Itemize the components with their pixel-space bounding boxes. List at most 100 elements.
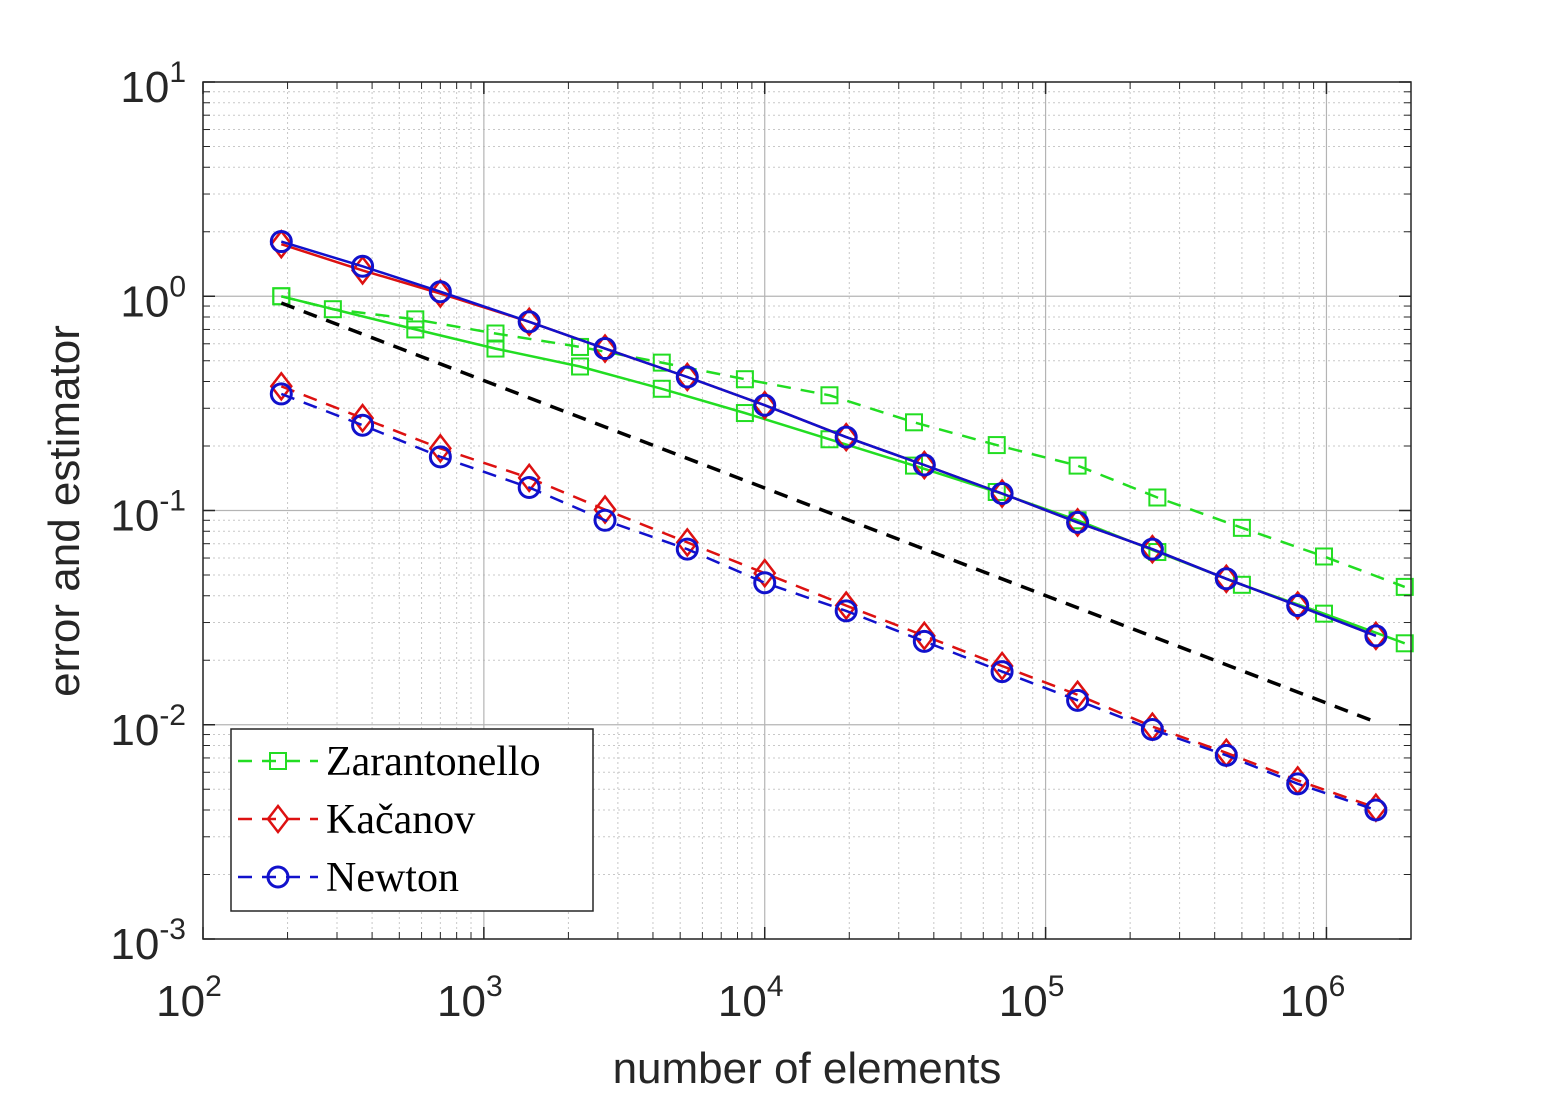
data-point-marker (1214, 567, 1238, 591)
legend-label: Kačanov (326, 797, 475, 843)
data-point-marker (269, 230, 293, 254)
legend-label: Newton (326, 855, 459, 901)
data-point-marker (675, 365, 699, 389)
data-point-marker (1286, 594, 1310, 618)
series-line (280, 392, 1377, 812)
data-point-marker (912, 620, 936, 651)
data-point-marker (1364, 624, 1388, 648)
series-5 (269, 382, 1388, 822)
series-6 (280, 301, 1377, 724)
data-point-marker (517, 476, 541, 500)
series-line (280, 385, 1377, 809)
data-point-marker (1286, 590, 1310, 621)
data-point-marker (593, 333, 617, 364)
data-point-marker (351, 413, 375, 437)
data-point-marker (1140, 537, 1164, 561)
data-point-marker (990, 650, 1014, 682)
data-point-marker (834, 425, 858, 449)
data-point-marker (428, 433, 452, 464)
data-point-marker (1364, 798, 1388, 822)
data-point-marker (1148, 488, 1167, 507)
legend-item: Zarantonello (238, 739, 541, 785)
data-point-marker (990, 478, 1014, 509)
data-point-marker (735, 404, 754, 423)
x-tick-label: 104 (718, 970, 784, 1026)
data-point-marker (517, 306, 541, 337)
data-point-marker (1066, 688, 1090, 712)
data-point-marker (406, 320, 425, 339)
data-point-marker (593, 508, 617, 532)
data-point-marker (987, 436, 1006, 455)
y-tick-label: 100 (120, 270, 186, 326)
series-1 (272, 287, 1414, 596)
data-point-marker (1066, 510, 1090, 534)
data-point-marker (1066, 507, 1090, 538)
data-point-marker (735, 370, 754, 389)
series-line (280, 295, 1406, 589)
data-point-marker (912, 453, 936, 477)
data-point-marker (753, 571, 777, 595)
data-point-marker (517, 462, 541, 493)
legend-item: Kačanov (238, 797, 475, 843)
data-point-marker (1232, 518, 1251, 537)
data-point-marker (571, 357, 590, 376)
legend: Zarantonello Kačanov Newton (230, 728, 594, 912)
data-point-marker (351, 403, 375, 434)
data-point-marker (1286, 772, 1310, 796)
data-point-marker (753, 390, 777, 421)
y-tick-label: 10-2 (110, 699, 186, 755)
data-point-marker (593, 337, 617, 361)
data-point-marker (428, 280, 452, 304)
data-point-marker (517, 310, 541, 334)
data-point-marker (652, 353, 671, 372)
data-point-marker (753, 393, 777, 417)
data-point-marker (675, 527, 699, 558)
series-3 (269, 230, 1388, 648)
legend-label: Zarantonello (326, 739, 541, 785)
data-point-marker (1395, 634, 1414, 653)
series-layer (269, 229, 1414, 823)
data-point-marker (834, 599, 858, 623)
data-point-marker (1214, 743, 1238, 767)
data-point-marker (1140, 534, 1164, 565)
series-line (280, 301, 1377, 724)
data-point-marker (323, 300, 342, 319)
data-point-marker (593, 494, 617, 525)
x-tick-label: 105 (999, 970, 1065, 1026)
data-point-marker (912, 629, 936, 653)
y-tick-label: 10-1 (110, 485, 186, 541)
legend-item: Newton (238, 855, 459, 901)
x-tick-label: 106 (1280, 970, 1346, 1026)
data-point-marker (1140, 718, 1164, 742)
data-point-marker (351, 255, 375, 286)
data-point-marker (820, 386, 839, 405)
data-point-marker (269, 371, 293, 402)
legend-marker (266, 803, 290, 835)
axis-ticks (202, 81, 1411, 940)
y-tick-label: 101 (120, 56, 186, 112)
y-axis-label: error and estimator (40, 325, 89, 697)
data-point-marker (912, 449, 936, 481)
x-axis-label: number of elements (613, 1044, 1002, 1093)
data-point-marker (904, 413, 923, 432)
data-point-marker (834, 590, 858, 621)
data-point-marker (675, 361, 699, 393)
data-point-marker (990, 482, 1014, 506)
data-point-marker (990, 660, 1014, 684)
data-point-marker (406, 310, 425, 329)
x-tick-label: 102 (156, 970, 222, 1026)
data-point-marker (269, 382, 293, 406)
x-tick-label: 103 (437, 970, 503, 1026)
data-point-marker (351, 254, 375, 278)
data-point-marker (753, 558, 777, 589)
data-point-marker (428, 445, 452, 469)
series-line (280, 240, 1377, 637)
legend-marker (266, 865, 290, 889)
data-point-marker (269, 229, 293, 260)
tick-labels: 102 103 104 105 106 10-3 10-2 10-1 100 101 (110, 56, 1345, 1026)
data-point-marker (652, 379, 671, 398)
data-point-marker (1314, 547, 1333, 566)
data-point-marker (1395, 577, 1414, 596)
data-point-marker (675, 537, 699, 561)
